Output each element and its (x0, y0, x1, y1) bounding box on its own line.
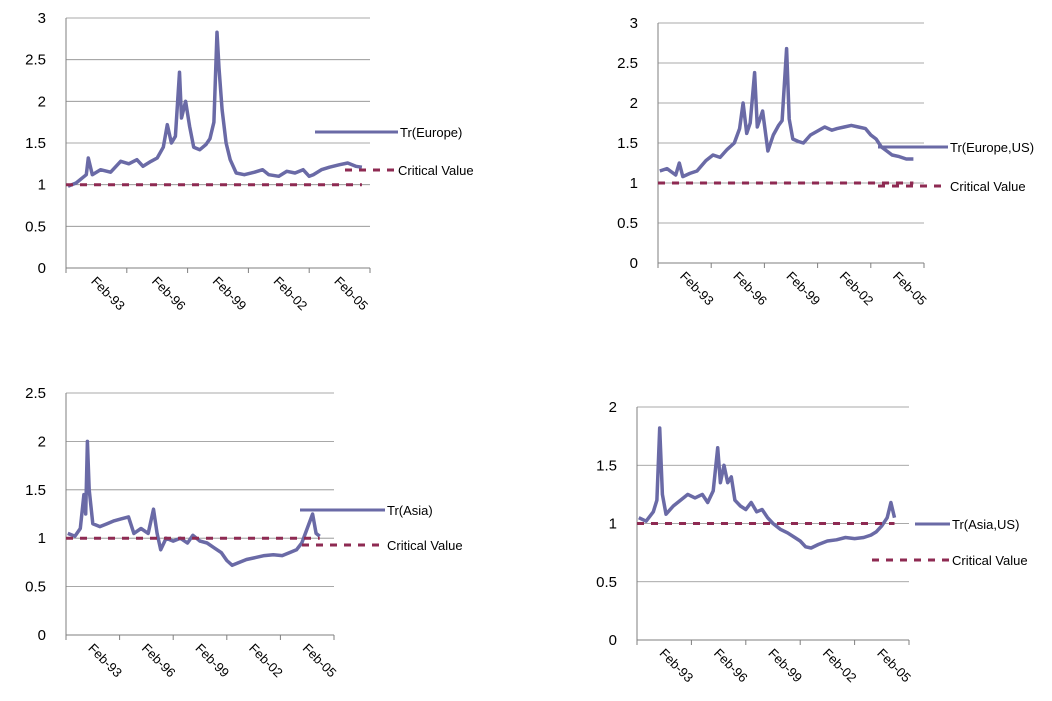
x-tick-label: Feb-05 (331, 274, 371, 314)
chart-panel-europe: 0 0.5 1 1.5 2 2.5 3 Feb-93 Feb-96 Feb-99 Feb-02 Feb… (0, 0, 520, 340)
y-tick-label: 1.5 (596, 457, 617, 474)
series-line (638, 426, 897, 550)
x-tick-label: Feb-02 (271, 274, 311, 314)
chart-panel-asia-us: 0 0.5 1 1.5 2 Feb-93 Feb-96 Feb-99 Feb-02 Feb-05 T… (560, 390, 1052, 696)
legend-label: Tr(Europe) (400, 125, 462, 140)
legend-label: Tr(Asia,US) (952, 517, 1019, 532)
legend-label: Critical Value (950, 179, 1026, 194)
x-tick-label: Feb-96 (711, 646, 751, 686)
x-tick-label: Feb-93 (677, 269, 717, 309)
chart-europe-us: 0 0.5 1 1.5 2 2.5 3 Feb-93 Feb-96 Feb-99 Feb-02 Feb… (617, 15, 1034, 309)
y-tick-label: 1.5 (25, 135, 46, 152)
y-tick-label: 0.5 (596, 574, 617, 591)
y-tick-label: 0 (38, 260, 46, 277)
series-line (67, 439, 321, 568)
x-tick-label: Feb-93 (657, 646, 697, 686)
y-tick-label: 1.5 (25, 482, 46, 499)
x-tick-label: Feb-05 (890, 269, 930, 309)
y-tick-label: 1 (609, 516, 617, 533)
legend-label: Critical Value (398, 163, 474, 178)
x-tick-label: Feb-05 (300, 641, 340, 681)
y-tick-label: 1.5 (617, 135, 638, 152)
chart-asia: 0 0.5 1 1.5 2 2.5 Feb-93 Feb-96 Feb-99 Feb-02 Feb-… (25, 385, 463, 681)
y-tick-label: 2 (630, 95, 638, 112)
y-tick-label: 0.5 (617, 215, 638, 232)
x-tick-label: Feb-96 (139, 641, 179, 681)
chart-asia-us: 0 0.5 1 1.5 2 Feb-93 Feb-96 Feb-99 Feb-02 Feb-05 T… (596, 399, 1028, 686)
y-tick-label: 2.5 (25, 385, 46, 402)
x-tick-label: Feb-02 (837, 269, 877, 309)
x-tick-label: Feb-99 (784, 269, 824, 309)
y-tick-label: 2 (38, 433, 46, 450)
x-tick-label: Feb-99 (765, 646, 805, 686)
y-tick-label: 2.5 (617, 55, 638, 72)
series-line (67, 30, 363, 188)
legend-label: Tr(Asia) (387, 503, 433, 518)
x-tick-label: Feb-02 (820, 646, 860, 686)
x-tick-label: Feb-93 (85, 641, 125, 681)
x-tick-label: Feb-96 (149, 274, 189, 314)
y-tick-label: 2 (609, 399, 617, 416)
y-tick-label: 2.5 (25, 52, 46, 69)
x-tick-label: Feb-96 (730, 269, 770, 309)
chart-panel-asia: 0 0.5 1 1.5 2 2.5 Feb-93 Feb-96 Feb-99 Feb-02 Feb-… (0, 380, 520, 696)
y-tick-label: 0 (38, 627, 46, 644)
y-tick-label: 0.5 (25, 218, 46, 235)
legend-label: Critical Value (387, 538, 463, 553)
x-tick-label: Feb-99 (193, 641, 233, 681)
y-tick-label: 0.5 (25, 579, 46, 596)
x-tick-label: Feb-99 (210, 274, 250, 314)
series-line (659, 46, 914, 179)
x-tick-label: Feb-02 (246, 641, 286, 681)
y-tick-label: 1 (38, 177, 46, 194)
y-tick-label: 3 (38, 10, 46, 27)
x-tick-label: Feb-93 (88, 274, 128, 314)
y-tick-label: 3 (630, 15, 638, 32)
chart-panel-europe-us: 0 0.5 1 1.5 2 2.5 3 Feb-93 Feb-96 Feb-99 Feb-02 Feb… (560, 0, 1052, 345)
y-tick-label: 0 (630, 255, 638, 272)
y-tick-label: 1 (38, 530, 46, 547)
y-tick-label: 2 (38, 93, 46, 110)
y-tick-label: 1 (630, 175, 638, 192)
x-tick-label: Feb-05 (874, 646, 914, 686)
chart-europe: 0 0.5 1 1.5 2 2.5 3 Feb-93 Feb-96 Feb-99 Feb-02 Feb… (25, 10, 474, 314)
legend-label: Tr(Europe,US) (950, 140, 1034, 155)
y-tick-label: 0 (609, 632, 617, 649)
legend-label: Critical Value (952, 553, 1028, 568)
